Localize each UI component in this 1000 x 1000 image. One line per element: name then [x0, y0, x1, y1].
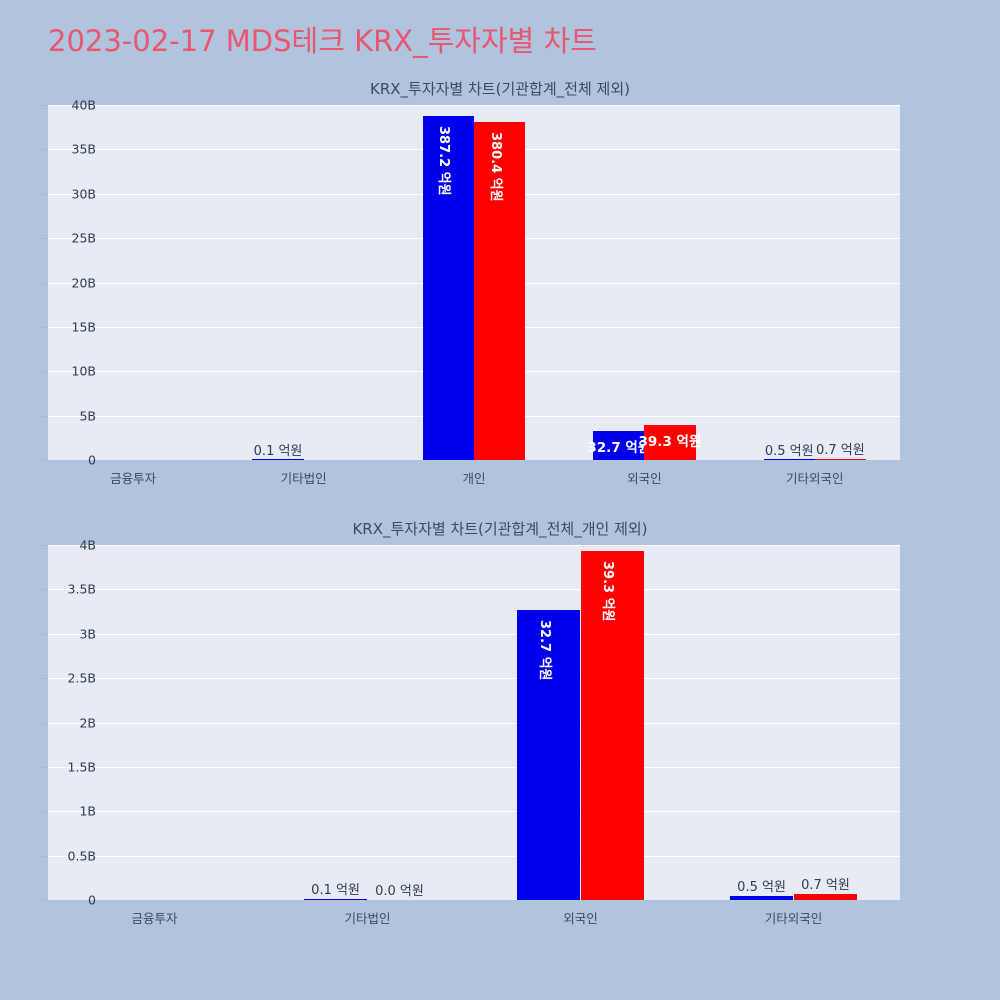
- y-axis-tick-mark: [42, 589, 48, 591]
- gridline: [48, 545, 900, 546]
- y-axis-tick-label: 35B: [71, 141, 96, 157]
- bar-buy: [593, 430, 645, 460]
- y-axis-tick-mark: [42, 371, 48, 373]
- bar-value-label: 39.3 억원: [600, 561, 616, 622]
- y-axis-tick-mark: [42, 238, 48, 240]
- y-axis-tick-mark: [42, 460, 48, 461]
- bar-value-label: 39.3 억원: [638, 434, 702, 451]
- y-axis-tick-label: 30B: [71, 186, 96, 202]
- y-axis-tick-mark: [42, 105, 48, 106]
- gridline: [48, 855, 900, 857]
- x-axis-category-label: 기타법인: [344, 911, 391, 926]
- chart-panel-1: KRX_투자자별 차트(기관합계_전체 제외) 0.1 억원 387.2 억원 38…: [0, 70, 1000, 490]
- gridline: [48, 722, 900, 724]
- y-axis-tick-mark: [42, 415, 48, 417]
- bar-sell: [580, 551, 645, 900]
- chart-panel-2: KRX_투자자별 차트(기관합계_전체_개인 제외) 0.1 억원 0.0 억원 3…: [0, 510, 1000, 930]
- bar-buy: [729, 895, 794, 900]
- y-axis-tick-label: 5B: [79, 408, 96, 424]
- bar-value-label: 32.7 억원: [587, 439, 651, 456]
- y-axis-tick-label: 40B: [71, 97, 96, 113]
- bar-value-label: 0.1 억원: [253, 443, 303, 459]
- y-axis-tick-mark: [42, 633, 48, 635]
- gridline: [48, 105, 900, 106]
- y-axis-tick-mark: [42, 545, 48, 546]
- y-axis-tick-label: 0.5B: [67, 848, 96, 864]
- gridline: [48, 633, 900, 635]
- y-axis-tick-mark: [42, 722, 48, 724]
- y-axis-tick-mark: [42, 766, 48, 768]
- bar-sell: [474, 122, 526, 460]
- bar-sell: [644, 425, 696, 460]
- y-axis-tick-label: 20B: [71, 275, 96, 290]
- y-axis-tick-label: 1.5B: [67, 759, 96, 775]
- bar-value-label: 0.5 억원: [764, 443, 814, 459]
- y-axis-tick-label: 10B: [71, 363, 96, 379]
- y-axis-tick-label: 2B: [79, 715, 96, 730]
- bar-buy: [516, 609, 581, 900]
- bar-value-label: 0.1 억원: [311, 883, 360, 899]
- gridline: [48, 766, 900, 768]
- y-axis-tick-mark: [42, 678, 48, 680]
- y-axis-tick-mark: [42, 811, 48, 813]
- x-axis-category-label: 외국인: [627, 471, 662, 486]
- y-axis-tick-mark: [42, 326, 48, 328]
- y-axis-tick-label: 3.5B: [67, 581, 96, 597]
- chart-title-1: KRX_투자자별 차트(기관합계_전체 제외): [370, 80, 630, 98]
- bar-value-label: 387.2 억원: [436, 126, 452, 196]
- y-axis-tick-label: 0: [88, 892, 96, 908]
- page-title: 2023-02-17 MDS테크 KRX_투자자별 차트: [48, 24, 597, 58]
- bar-value-label: 32.7 억원: [536, 619, 552, 681]
- x-axis-category-label: 기타법인: [280, 471, 327, 486]
- bar-buy: [422, 116, 474, 460]
- y-axis-tick-label: 3B: [79, 626, 96, 642]
- y-axis-tick-mark: [42, 855, 48, 857]
- bar-value-label: 0.7 억원: [815, 443, 865, 459]
- y-axis-tick-mark: [42, 900, 48, 901]
- gridline: [48, 589, 900, 591]
- x-axis-category-label: 금융투자: [131, 911, 178, 926]
- x-axis-category-label: 금융투자: [110, 471, 157, 486]
- y-axis-tick-mark: [42, 193, 48, 195]
- y-axis-tick-label: 4B: [79, 537, 96, 553]
- gridline: [48, 811, 900, 813]
- bar-value-label: 380.4 억원: [487, 132, 503, 202]
- y-axis-tick-label: 25B: [71, 230, 96, 246]
- y-axis-tick-label: 0: [88, 452, 96, 468]
- y-axis-tick-label: 2.5B: [67, 670, 96, 686]
- plot-area-1: 0.1 억원 387.2 억원 380.4 억원 32.7 억원 39.3 억원 0.5 …: [48, 105, 900, 460]
- x-axis-category-label: 개인: [462, 471, 486, 486]
- y-axis-tick-label: 15B: [71, 319, 96, 335]
- y-axis-tick-label: 1B: [79, 803, 96, 819]
- plot-area-2: 0.1 억원 0.0 억원 32.7 억원 39.3 억원 0.5 억원 0.7 억원: [48, 545, 900, 900]
- bar-buy: [303, 899, 368, 900]
- bar-buy: [252, 459, 304, 460]
- x-axis-category-label: 기타외국인: [764, 911, 823, 926]
- bar-buy: [763, 459, 815, 460]
- bar-value-label: 0.5 억원: [737, 879, 786, 895]
- bar-sell: [814, 459, 866, 460]
- y-axis-tick-mark: [42, 149, 48, 151]
- bar-value-label: 0.7 억원: [801, 877, 850, 893]
- x-axis-category-label: 기타외국인: [786, 471, 844, 486]
- bar-sell: [793, 893, 858, 900]
- x-axis-category-label: 외국인: [563, 911, 598, 926]
- gridline: [48, 678, 900, 680]
- bar-value-label: 0.0 억원: [375, 884, 424, 899]
- chart-title-2: KRX_투자자별 차트(기관합계_전체_개인 제외): [352, 520, 648, 538]
- y-axis-tick-mark: [42, 282, 48, 284]
